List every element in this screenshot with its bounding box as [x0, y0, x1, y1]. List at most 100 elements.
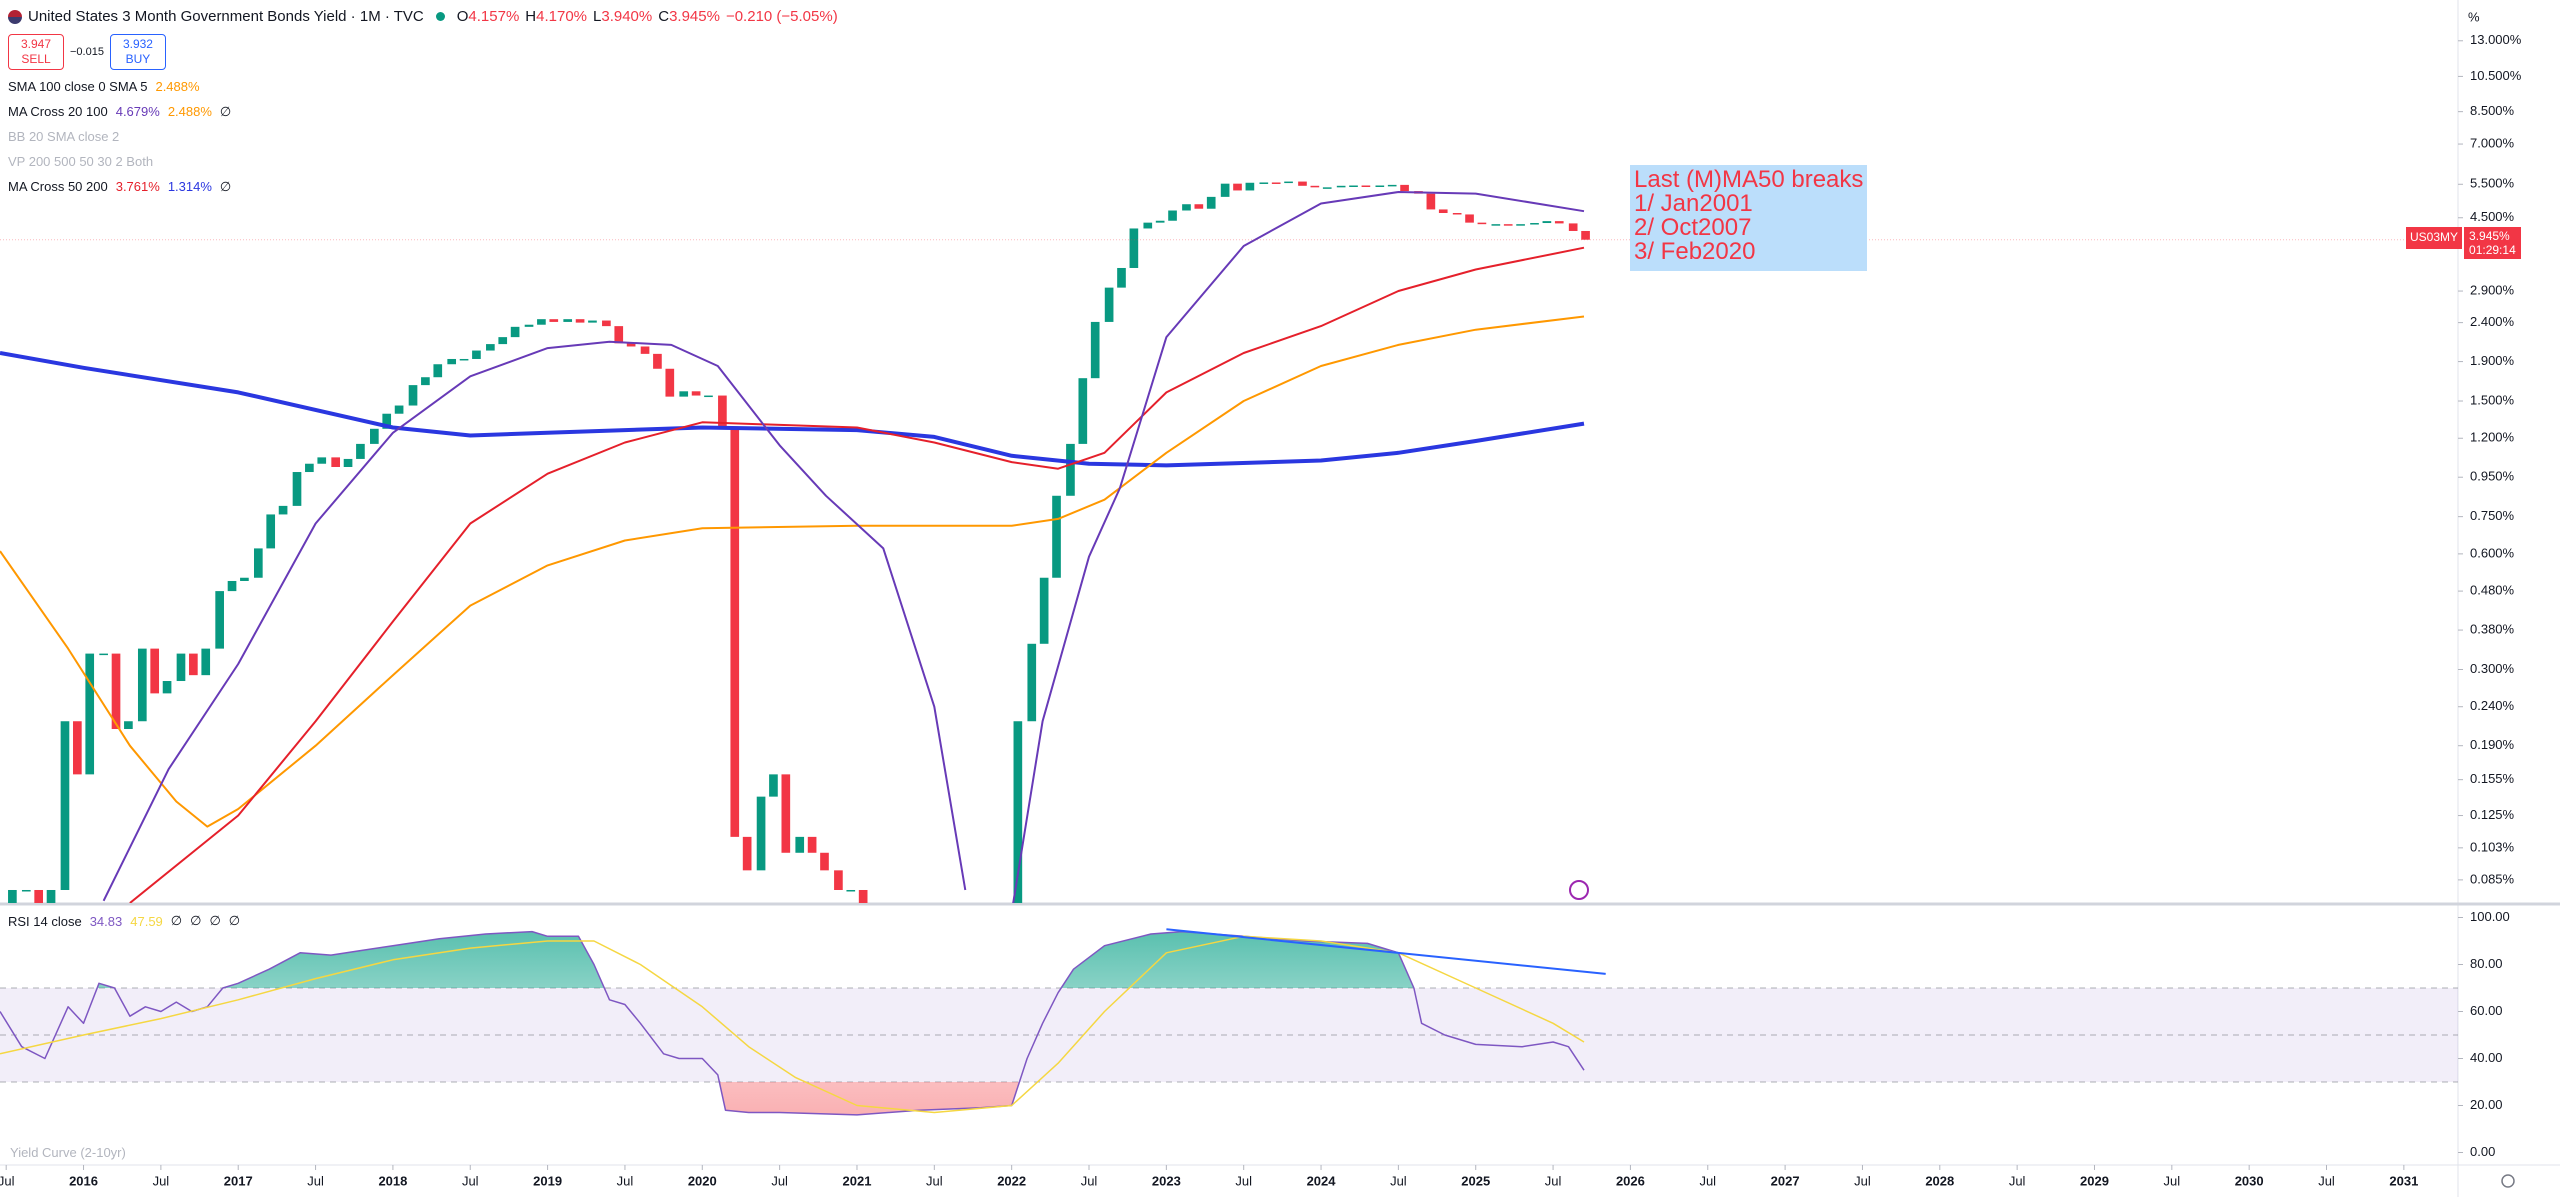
y-tick-label: 0.125% — [2470, 807, 2515, 822]
y-tick-label: 100.00 — [2470, 909, 2510, 924]
buy-button[interactable]: 3.932 BUY — [109, 34, 166, 70]
candle — [718, 395, 727, 429]
candle — [1375, 185, 1385, 187]
symbol-title[interactable]: United States 3 Month Government Bonds Y… — [28, 8, 424, 25]
x-tick-label: Jul — [1699, 1173, 1716, 1188]
candles — [8, 181, 1590, 1197]
candle — [227, 580, 237, 592]
settings-icon[interactable] — [2501, 1174, 2515, 1188]
candle — [588, 320, 597, 323]
candle — [1206, 196, 1216, 209]
candle — [665, 368, 675, 397]
candle — [1039, 577, 1049, 644]
indicator-row: VP 200 500 50 30 2 Both — [8, 149, 231, 174]
candle — [575, 319, 585, 323]
candle — [137, 648, 147, 722]
y-tick-label: 2.400% — [2470, 314, 2515, 329]
sell-label: SELL — [21, 52, 51, 66]
ohlc-value: 3.945% — [669, 8, 720, 25]
y-tick-label: 5.500% — [2470, 176, 2515, 191]
candle — [1284, 181, 1293, 184]
y-tick-label: 0.190% — [2470, 737, 2515, 752]
flag-icon — [8, 9, 22, 24]
yield-curve-label[interactable]: Yield Curve (2-10yr) — [10, 1145, 126, 1160]
indicator-value: 3.761% — [115, 179, 160, 194]
candle — [549, 319, 559, 322]
indicator-value: ∅ — [219, 103, 232, 119]
indicator-legend: SMA 100 close 0 SMA 5 2.488% MA Cross 20 1… — [8, 74, 231, 199]
indicator-name: MA Cross 50 200 — [8, 179, 108, 194]
ohlc-label: O — [456, 8, 469, 25]
main-pane — [0, 181, 2458, 1197]
y-tick-label: 0.380% — [2470, 622, 2515, 637]
candle — [911, 1121, 920, 1197]
candle — [989, 968, 998, 970]
price-tag-countdown: 01:29:14 — [2469, 242, 2516, 257]
candle — [305, 463, 314, 473]
candle — [846, 889, 856, 892]
candle — [1194, 204, 1204, 209]
x-tick-label: 2031 — [2389, 1173, 2418, 1188]
candle — [356, 443, 365, 459]
x-tick-label: Jul — [307, 1173, 324, 1188]
candle — [292, 472, 302, 506]
indicator-value: 2.488% — [167, 104, 212, 119]
candle — [343, 458, 353, 467]
y-tick-label: 0.950% — [2470, 469, 2515, 484]
x-tick-label: 2021 — [843, 1173, 872, 1188]
x-tick-label: 2025 — [1461, 1173, 1490, 1188]
candle — [653, 353, 662, 369]
candle — [111, 653, 121, 730]
x-tick-label: 2028 — [1925, 1173, 1954, 1188]
candle — [1491, 224, 1501, 226]
rsi-pane — [0, 928, 2458, 1116]
candle — [510, 326, 520, 338]
candle — [60, 721, 70, 890]
candle — [640, 346, 650, 354]
price-tag-price: 3.945% — [2469, 228, 2510, 243]
candle — [486, 344, 495, 351]
annotation-line: 3/ Feb2020 — [1634, 238, 1756, 265]
candle — [1310, 185, 1320, 188]
spread: −0.015 — [70, 46, 104, 58]
indicator-row: BB 20 SMA close 2 — [8, 124, 231, 149]
candle — [382, 413, 392, 429]
candle — [150, 648, 160, 694]
y-tick-label: 7.000% — [2470, 135, 2515, 150]
sell-button[interactable]: 3.947 SELL — [8, 34, 64, 70]
ma-lines — [0, 191, 1585, 903]
candle — [124, 721, 133, 730]
candle — [1568, 223, 1578, 231]
annotation[interactable]: Last (M)MA50 breaks 1/ Jan2001 2/ Oct2007 3… — [1630, 165, 1867, 271]
y-tick-label: 4.500% — [2470, 209, 2515, 224]
candle — [1465, 214, 1474, 223]
y-tick-label: 60.00 — [2470, 1003, 2503, 1018]
indicator-row: MA Cross 50 200 3.761% 1.314% ∅ — [8, 174, 231, 199]
price-tag-symbol: US03MY — [2406, 226, 2463, 249]
rsi-name: RSI 14 close — [8, 913, 82, 929]
candle — [1052, 495, 1061, 578]
y-tick-label: 0.600% — [2470, 545, 2515, 560]
candle — [1155, 220, 1165, 223]
x-tick-label: Jul — [617, 1173, 634, 1188]
header: United States 3 Month Government Bonds Y… — [8, 8, 838, 25]
y-tick-label: 10.500% — [2470, 68, 2522, 83]
x-tick-label: 2018 — [378, 1173, 407, 1188]
x-tick-label: Jul — [1081, 1173, 1098, 1188]
indicator-row: MA Cross 20 100 4.679% 2.488% ∅ — [8, 99, 231, 124]
ohlc-value: 3.940% — [601, 8, 653, 25]
candle — [524, 324, 534, 327]
candle — [1245, 182, 1255, 191]
candle — [447, 358, 457, 365]
lightning-icon[interactable] — [1569, 880, 1589, 900]
candle — [1322, 187, 1332, 189]
x-tick-label: 2017 — [224, 1173, 253, 1188]
line-series — [0, 935, 1585, 1114]
candle — [215, 591, 224, 649]
sell-price: 3.947 — [20, 37, 52, 51]
y-tick-label: 1.900% — [2470, 353, 2515, 368]
candle — [1336, 185, 1346, 188]
y-tick-label: 0.240% — [2470, 698, 2515, 713]
candle — [253, 548, 263, 578]
rsi-legend: RSI 14 close 34.83 47.59 ∅ ∅ ∅ ∅ — [8, 909, 240, 933]
